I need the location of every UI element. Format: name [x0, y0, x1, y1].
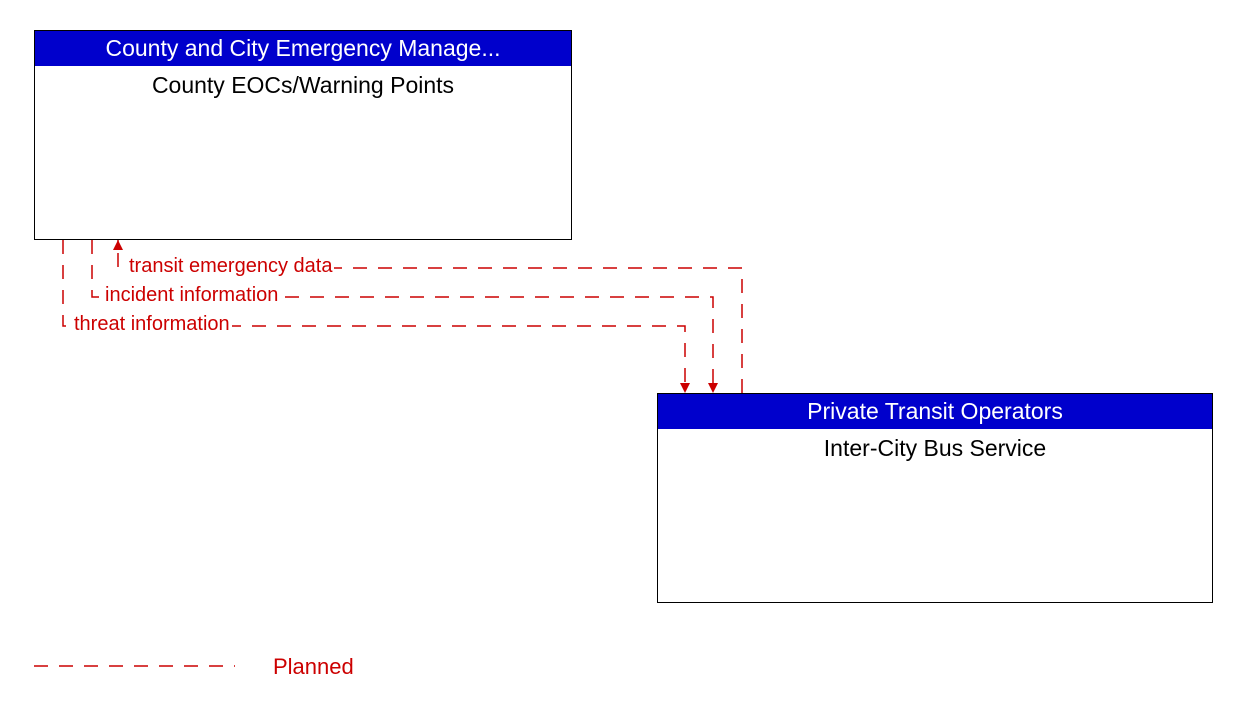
flow-arrow-flow-incident-info	[708, 383, 718, 393]
node-eoc: County and City Emergency Manage... Coun…	[34, 30, 572, 240]
flow-label-incident-info: incident information	[103, 284, 280, 307]
flow-label-transit-emergency: transit emergency data	[127, 255, 334, 278]
legend-label: Planned	[273, 654, 354, 680]
flow-arrow-flow-transit-emergency	[113, 240, 123, 250]
node-bus: Private Transit Operators Inter-City Bus…	[657, 393, 1213, 603]
flow-arrow-flow-threat-info	[680, 383, 690, 393]
node-eoc-body: County EOCs/Warning Points	[35, 66, 571, 105]
node-eoc-header: County and City Emergency Manage...	[35, 31, 571, 66]
flow-label-threat-info: threat information	[72, 313, 232, 336]
legend-line	[34, 664, 235, 668]
node-bus-header: Private Transit Operators	[658, 394, 1212, 429]
node-bus-body: Inter-City Bus Service	[658, 429, 1212, 468]
